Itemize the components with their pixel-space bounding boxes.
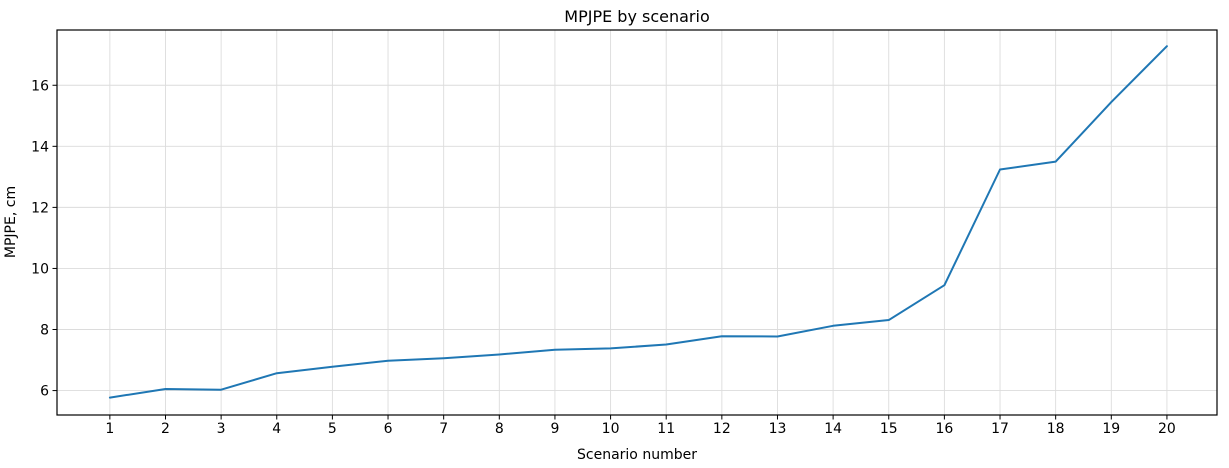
x-tick-label-14: 14 [824, 421, 842, 437]
y-tick-label-10: 10 [31, 261, 49, 277]
x-tick-label-8: 8 [495, 421, 504, 437]
x-tick-label-9: 9 [550, 421, 559, 437]
x-tick-label-1: 1 [105, 421, 114, 437]
x-tick-label-15: 15 [880, 421, 898, 437]
x-tick-label-3: 3 [217, 421, 226, 437]
x-tick-label-13: 13 [769, 421, 787, 437]
x-tick-label-2: 2 [161, 421, 170, 437]
x-tick-label-16: 16 [935, 421, 953, 437]
x-tick-label-20: 20 [1158, 421, 1176, 437]
x-tick-label-4: 4 [272, 421, 281, 437]
series-line [108, 45, 1168, 399]
y-tick-label-14: 14 [31, 139, 49, 155]
x-tick-label-12: 12 [713, 421, 731, 437]
x-tick-label-7: 7 [439, 421, 448, 437]
x-tick-label-10: 10 [602, 421, 620, 437]
x-tick-label-11: 11 [657, 421, 675, 437]
x-tick-label-17: 17 [991, 421, 1009, 437]
y-axis-label: MPJPE, cm [3, 186, 19, 258]
y-tick-label-12: 12 [31, 200, 49, 216]
y-tick-label-6: 6 [40, 384, 49, 400]
plot-border [56, 29, 1218, 416]
x-axis-label: Scenario number [577, 447, 697, 463]
chart-title: MPJPE by scenario [564, 7, 709, 26]
x-tick-label-18: 18 [1047, 421, 1065, 437]
y-tick-label-8: 8 [40, 323, 49, 339]
y-tick-label-16: 16 [31, 78, 49, 94]
x-tick-label-19: 19 [1102, 421, 1120, 437]
x-tick-label-6: 6 [384, 421, 393, 437]
x-tick-label-5: 5 [328, 421, 337, 437]
